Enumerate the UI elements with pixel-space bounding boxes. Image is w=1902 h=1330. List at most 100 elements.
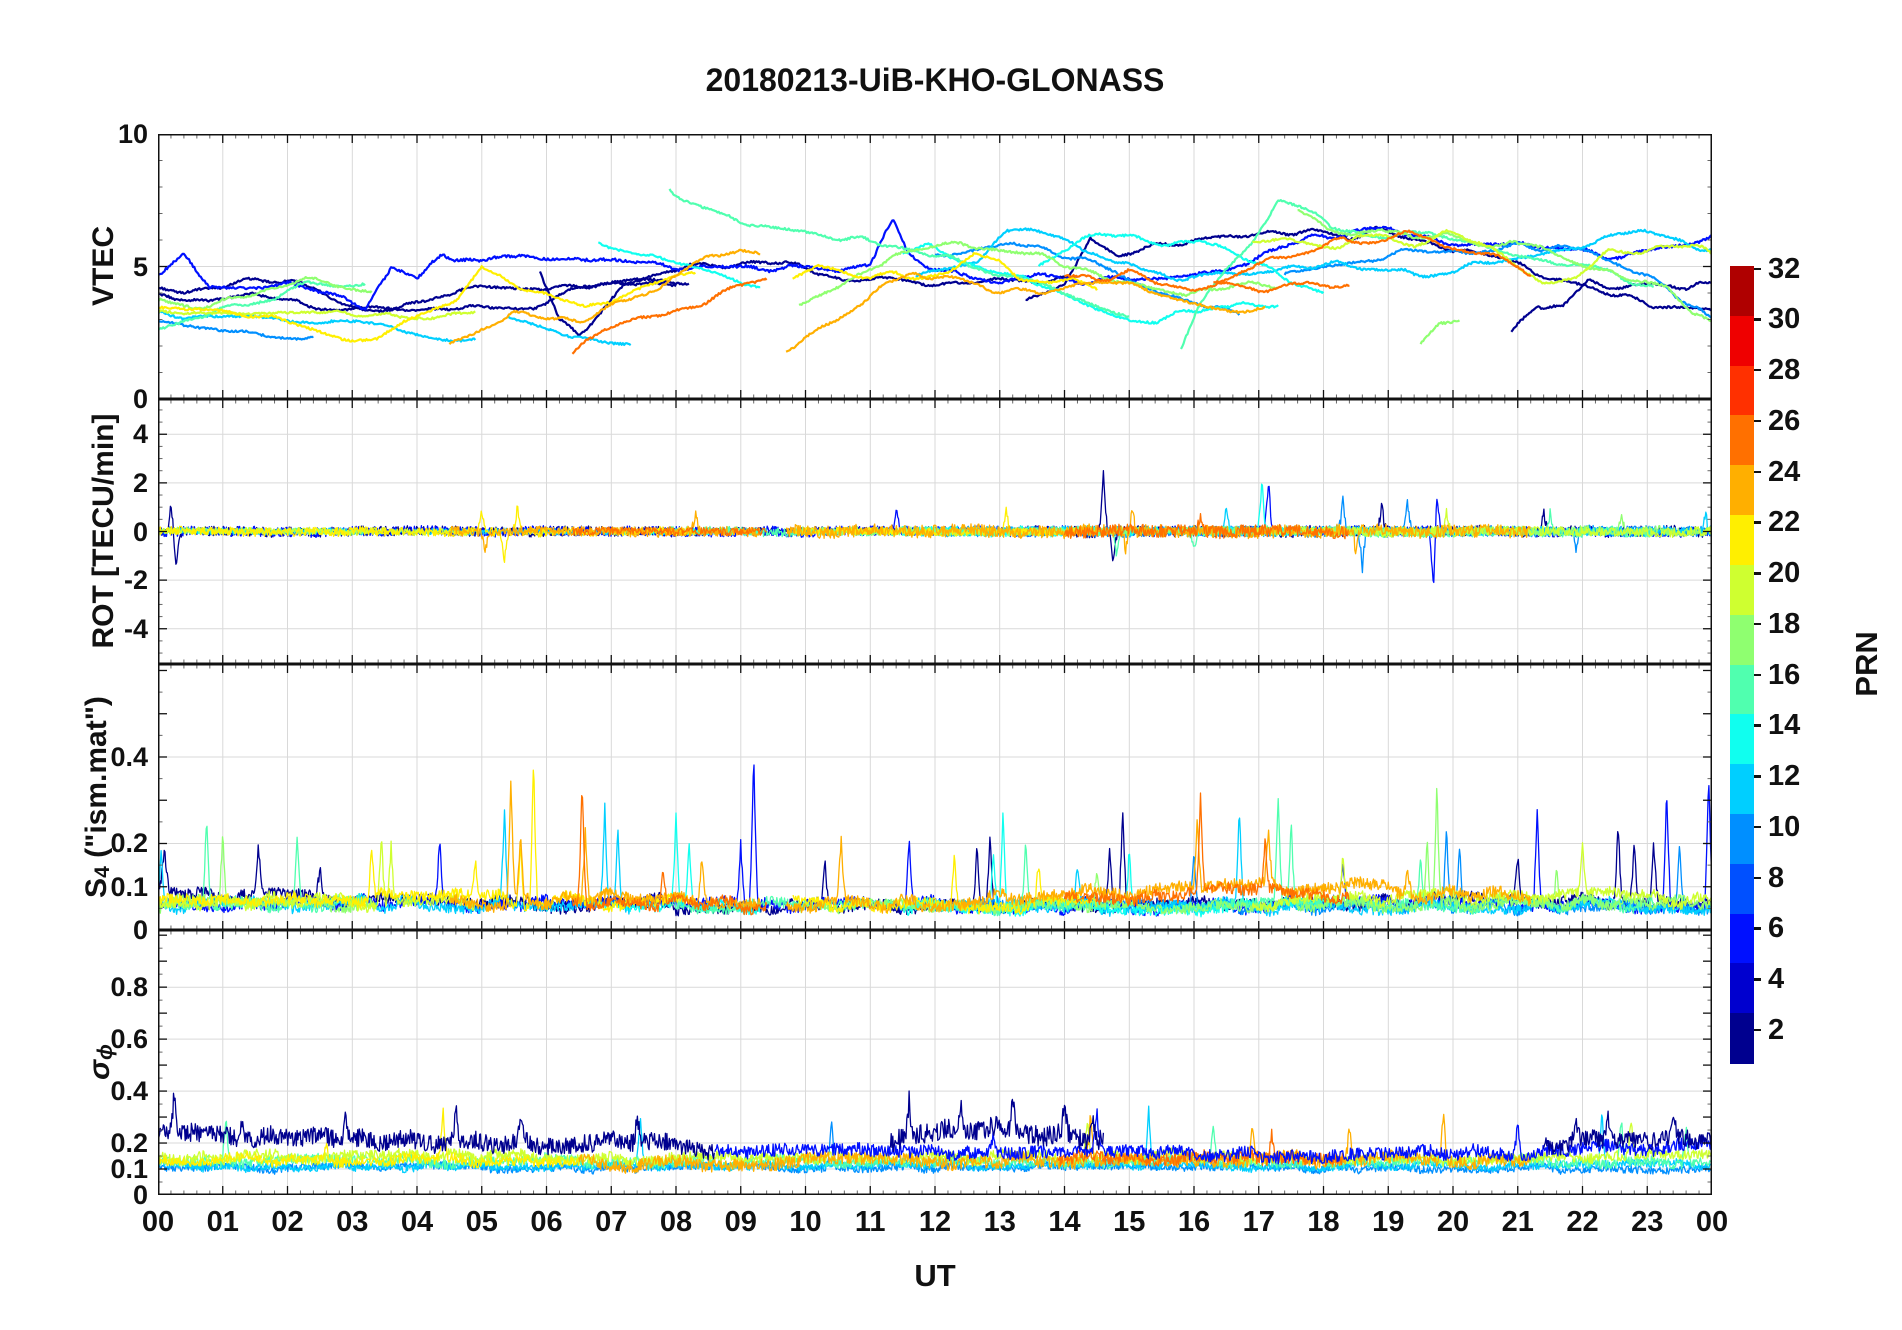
series-line bbox=[157, 219, 1713, 311]
x-tick-label: 19 bbox=[1372, 1206, 1405, 1238]
series-line bbox=[1419, 319, 1461, 345]
series-line bbox=[157, 265, 696, 343]
colorbar-tick bbox=[1754, 419, 1761, 423]
colorbar-segment bbox=[1730, 913, 1754, 964]
x-tick-label: 05 bbox=[465, 1206, 498, 1238]
y-tick-label: -2 bbox=[123, 565, 148, 596]
series-line bbox=[157, 309, 476, 321]
colorbar-tick-label: 18 bbox=[1768, 607, 1801, 640]
colorbar-tick bbox=[1754, 978, 1761, 981]
y-tick-label: 0 bbox=[132, 915, 148, 945]
colorbar-tick bbox=[1754, 521, 1761, 524]
colorbar-tick-label: 32 bbox=[1768, 252, 1801, 285]
colorbar-tick bbox=[1754, 927, 1761, 930]
y-tick-label: 0 bbox=[132, 516, 148, 547]
y-tick-label: 0.1 bbox=[110, 1154, 148, 1185]
colorbar-tick-label: 22 bbox=[1768, 506, 1801, 539]
colorbar-tick bbox=[1754, 572, 1761, 575]
colorbar-segment bbox=[1730, 564, 1754, 616]
series-line bbox=[157, 318, 314, 341]
colorbar-segment bbox=[1730, 614, 1754, 665]
x-tick-label: 07 bbox=[595, 1206, 628, 1238]
colorbar-tick bbox=[1754, 470, 1761, 473]
colorbar-segment bbox=[1730, 465, 1754, 516]
series-line bbox=[157, 1107, 580, 1169]
colorbar-tick-label: 30 bbox=[1768, 303, 1801, 336]
colorbar-tick-label: 24 bbox=[1768, 455, 1801, 488]
y-tick-label: 4 bbox=[132, 419, 148, 450]
y-tick-label: 5 bbox=[132, 251, 148, 282]
plot-s4 bbox=[157, 664, 1713, 930]
series-line bbox=[571, 794, 768, 916]
colorbar-tick-label: 14 bbox=[1768, 709, 1801, 742]
colorbar-tick-label: 12 bbox=[1768, 760, 1801, 793]
x-tick-label: 06 bbox=[530, 1206, 563, 1238]
y-tick-label: 0.2 bbox=[110, 828, 148, 859]
x-tick-label: 23 bbox=[1631, 1206, 1664, 1238]
y-tick-label: 0 bbox=[132, 384, 148, 414]
colorbar-label: PRN bbox=[1849, 631, 1884, 697]
series-line bbox=[1037, 232, 1325, 294]
series-line bbox=[448, 780, 761, 913]
colorbar-segment bbox=[1730, 813, 1754, 865]
x-tick-label: 00 bbox=[1695, 1206, 1729, 1238]
y-tick-label: 0.1 bbox=[110, 871, 148, 902]
panel-sigma-phi bbox=[157, 930, 1713, 1195]
series-line bbox=[1542, 1110, 1713, 1156]
y-tick-label: 0.8 bbox=[110, 972, 148, 1003]
series-line bbox=[571, 277, 768, 355]
x-tick-label: 09 bbox=[724, 1206, 757, 1238]
x-tick-label: 13 bbox=[983, 1206, 1016, 1238]
colorbar-tick bbox=[1754, 825, 1761, 829]
series-line bbox=[158, 277, 690, 313]
series-line bbox=[448, 248, 761, 345]
plot-vtec bbox=[157, 134, 1713, 399]
series-line bbox=[157, 280, 366, 332]
x-tick-label: 18 bbox=[1307, 1206, 1340, 1238]
panel-rot bbox=[157, 399, 1713, 664]
colorbar-tick-label: 28 bbox=[1768, 354, 1801, 387]
x-tick-label: 12 bbox=[918, 1206, 952, 1238]
colorbar-segment bbox=[1730, 863, 1754, 915]
series-line bbox=[1064, 268, 1350, 294]
x-tick-label: 21 bbox=[1501, 1206, 1534, 1238]
series-line bbox=[572, 526, 768, 537]
colorbar-tick bbox=[1754, 673, 1761, 677]
colorbar-segment bbox=[1730, 515, 1754, 566]
series-line bbox=[157, 276, 677, 313]
series-line bbox=[1213, 229, 1532, 284]
y-tick-label: 0.4 bbox=[110, 1076, 148, 1107]
series-line bbox=[1252, 229, 1713, 285]
series-line bbox=[157, 840, 476, 914]
series-line bbox=[157, 1092, 715, 1161]
x-tick-label: 08 bbox=[659, 1206, 693, 1238]
colorbar-tick bbox=[1754, 876, 1761, 880]
y-tick-label: 0 bbox=[132, 1180, 148, 1210]
colorbar-tick bbox=[1754, 724, 1761, 727]
colorbar-segment bbox=[1730, 266, 1754, 317]
colorbar-tick bbox=[1754, 267, 1761, 270]
y-tick-label: 0.4 bbox=[110, 741, 148, 772]
series-line bbox=[714, 1108, 1713, 1165]
series-line bbox=[157, 505, 696, 564]
x-tick-label: 10 bbox=[789, 1206, 822, 1238]
colorbar-tick bbox=[1754, 775, 1761, 778]
series-line bbox=[792, 252, 1098, 291]
series-line bbox=[157, 769, 696, 913]
y-tick-label: 10 bbox=[117, 119, 148, 149]
y-tick-label: -4 bbox=[123, 613, 148, 644]
colorbar-tick bbox=[1754, 622, 1761, 626]
colorbar-segment bbox=[1730, 315, 1754, 367]
colorbar-tick-label: 6 bbox=[1768, 912, 1785, 945]
series-line bbox=[668, 188, 1130, 319]
x-tick-label: 14 bbox=[1048, 1206, 1081, 1238]
colorbar bbox=[1730, 266, 1754, 1064]
y-tick-label: 0.6 bbox=[110, 1024, 148, 1055]
colorbar-tick bbox=[1754, 369, 1761, 372]
x-tick-label: 01 bbox=[206, 1206, 239, 1238]
series-line bbox=[1063, 792, 1350, 907]
series-line bbox=[1510, 278, 1713, 333]
chart-title: 20180213-UiB-KHO-GLONASS bbox=[705, 62, 1165, 98]
